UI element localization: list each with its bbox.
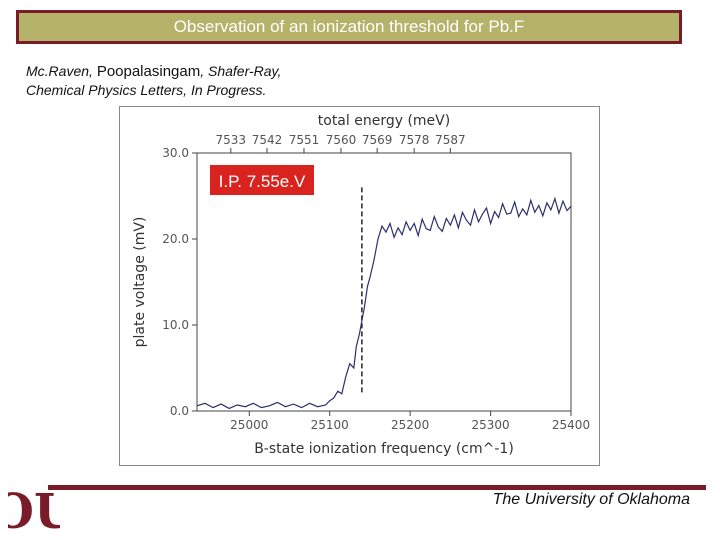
ip-annotation-box	[210, 165, 314, 195]
citation-authors-post: , Shafer-Ray,	[200, 63, 282, 79]
ou-logo-text: OU	[8, 484, 60, 538]
footer-divider	[48, 485, 706, 490]
top-tick-label: 7551	[289, 133, 320, 147]
y-tick-label: 20.0	[162, 232, 189, 246]
citation-journal: Chemical Physics Letters, In Progress.	[26, 82, 267, 98]
x-tick-label: 25000	[230, 418, 268, 432]
x-tick-label: 25200	[391, 418, 429, 432]
ionization-chart: 25000 25100 25200 25300 25400 0.0 10.0 20.0 30.0…	[132, 113, 590, 457]
plot-area	[196, 152, 572, 412]
y-tick-label: 30.0	[162, 146, 189, 160]
x-tick-label: 25400	[552, 418, 590, 432]
y-tick-label: 10.0	[162, 318, 189, 332]
chart-frame: 25000 25100 25200 25300 25400 0.0 10.0 20.0 30.0…	[119, 106, 600, 466]
top-tick-label: 7587	[435, 133, 466, 147]
citation-authors-pre: Mc.Raven,	[26, 63, 97, 79]
top-axis-title: total energy (meV)	[318, 113, 450, 129]
citation-authors: Mc.Raven, Poopalasingam, Shafer-Ray,	[26, 62, 281, 81]
top-tick-label: 7578	[399, 133, 430, 147]
ip-annotation-label: I.P. 7.55e.V	[219, 172, 306, 191]
top-tick-label: 7569	[362, 133, 393, 147]
citation: Mc.Raven, Poopalasingam, Shafer-Ray, Che…	[26, 62, 281, 100]
y-axis-title: plate voltage (mV)	[132, 217, 148, 348]
slide-title: Observation of an ionization threshold f…	[19, 13, 679, 41]
x-tick-label: 25100	[311, 418, 349, 432]
top-tick-label: 7560	[326, 133, 357, 147]
university-name: The University of Oklahoma	[492, 491, 690, 508]
citation-author-highlight: Poopalasingam	[96, 63, 201, 80]
series-line-plate-voltage	[196, 196, 572, 410]
title-box: Observation of an ionization threshold f…	[16, 10, 682, 44]
top-tick-label: 7542	[252, 133, 283, 147]
top-tick-label: 7533	[216, 133, 247, 147]
x-tick-label: 25300	[471, 418, 509, 432]
y-tick-label: 0.0	[170, 404, 189, 418]
ou-logo-icon: OU	[8, 484, 60, 538]
x-axis-title: B-state ionization frequency (cm^-1)	[254, 441, 514, 457]
